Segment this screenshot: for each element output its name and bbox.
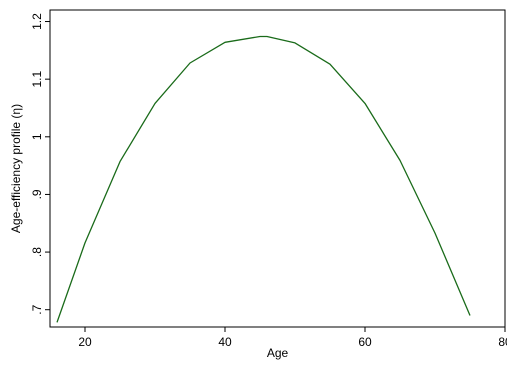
x-tick-label: 60 (358, 335, 372, 349)
y-tick-label: 1.1 (30, 70, 44, 87)
y-tick-label: 1.2 (30, 13, 44, 30)
plot-area (49, 9, 506, 328)
y-tick-label: .7 (30, 304, 44, 314)
y-tick-label: 1 (30, 133, 44, 140)
y-tick-label: .9 (30, 189, 44, 199)
x-tick-label: 80 (498, 335, 507, 349)
y-axis: .7 .8 .9 1 1.1 1.2 (30, 13, 50, 315)
series-layer (56, 35, 471, 323)
x-axis-label: Age (267, 346, 289, 360)
x-tick-label: 40 (218, 335, 232, 349)
plot-border (49, 9, 506, 328)
y-tick-label: .8 (30, 247, 44, 257)
x-axis: 20 40 60 80 (78, 327, 507, 349)
x-tick-label: 20 (78, 335, 92, 349)
y-axis-label: Age-efficiency profile (η) (9, 104, 23, 233)
series-line (56, 35, 471, 323)
